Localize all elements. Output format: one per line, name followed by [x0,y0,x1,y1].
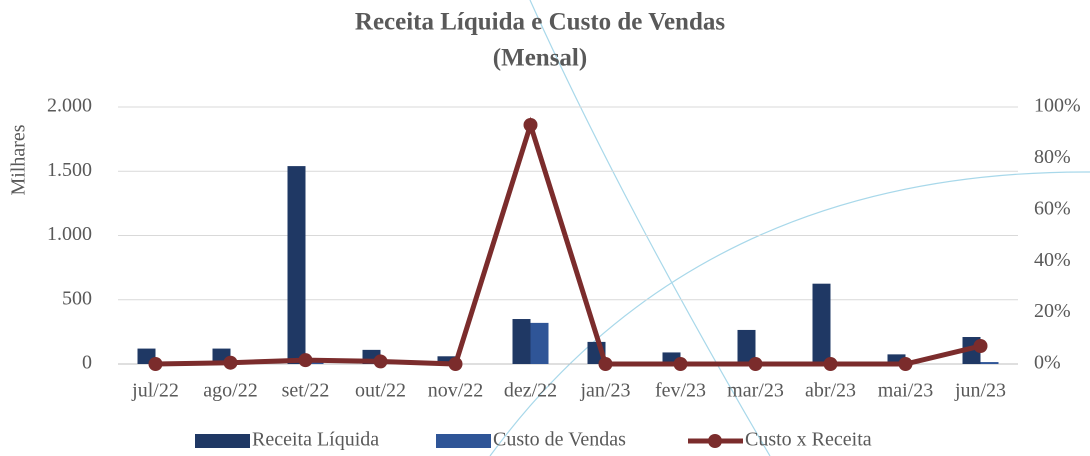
bar [980,362,999,364]
decor-curve [489,171,1090,456]
x-tick-label: fev/23 [655,380,706,402]
legend-label: Receita Líquida [252,429,379,451]
line-point [673,357,688,371]
x-tick-label: dez/22 [504,380,557,402]
decor-curve [529,0,771,456]
y2-tick-label: 60% [1034,197,1071,219]
x-tick-label: abr/23 [805,380,856,402]
x-tick-label: jun/23 [954,380,1006,402]
x-tick-label: set/22 [282,380,330,402]
y2-tick-label: 100% [1034,95,1081,117]
y-tick-label: 1.500 [47,159,92,181]
line-point [148,357,163,371]
bar [737,329,756,364]
legend-label: Custo de Vendas [493,429,626,451]
line-point [823,357,838,371]
chart-title: Receita Líquida e Custo de Vendas [355,9,725,36]
y2-tick-label: 80% [1034,146,1071,168]
y-tick-label: 0 [82,352,92,374]
y-axis-label: Milhares [8,124,30,195]
y-tick-label: 1.000 [47,223,92,245]
legend-label: Custo x Receita [745,429,872,451]
x-tick-label: mai/23 [878,380,934,402]
y2-tick-label: 40% [1034,249,1071,271]
line-point [598,357,613,371]
line-point [973,339,988,354]
bar [530,322,549,364]
chart-subtitle: (Mensal) [493,45,587,72]
bar [662,352,681,364]
x-tick-label: jul/22 [131,380,179,402]
bar [512,319,531,364]
y2-tick-label: 0% [1034,352,1061,374]
y-tick-label: 500 [62,287,92,309]
x-tick-label: jan/23 [580,380,631,402]
legend-swatch [195,434,250,448]
x-tick-label: out/22 [355,380,406,402]
line-point [373,354,388,369]
bar [437,356,456,364]
line-point [223,355,238,370]
bar [812,283,831,364]
bar [887,354,906,364]
x-tick-label: mar/23 [727,380,784,402]
line-point [448,357,463,371]
y2-tick-label: 20% [1034,300,1071,322]
line-point [898,357,913,371]
line-point [298,353,313,368]
x-tick-label: ago/22 [203,380,257,402]
bar [287,166,306,364]
line [155,116,982,367]
line-point [748,357,763,371]
legend-swatch [436,434,491,448]
line-point [523,117,538,132]
legend-swatch [708,434,722,448]
y-tick-label: 2.000 [47,95,92,117]
x-tick-label: nov/22 [428,380,484,402]
